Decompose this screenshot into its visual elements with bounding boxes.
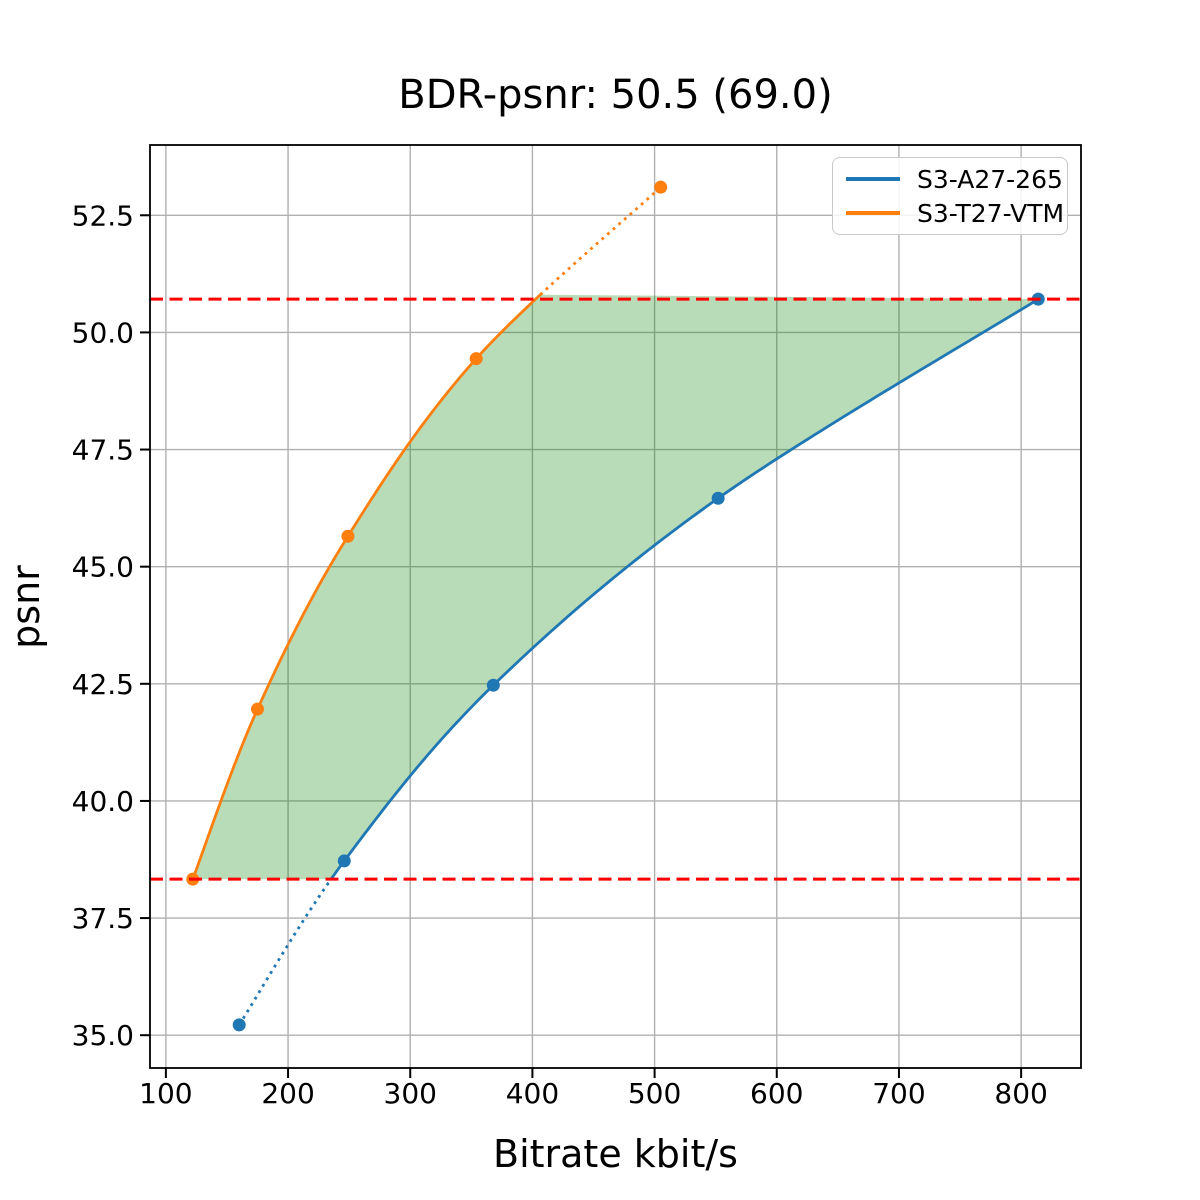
y-axis-label: psnr — [4, 565, 48, 649]
x-tick-label: 800 — [994, 1077, 1047, 1110]
data-point — [486, 678, 500, 692]
series-markers-S3-T27-VTM — [186, 180, 668, 886]
data-point — [469, 352, 483, 366]
y-tick-label: 45.0 — [72, 551, 134, 584]
plot-border — [149, 144, 1082, 1069]
legend-item: S3-A27-265 — [833, 165, 1067, 194]
data-point — [251, 702, 265, 716]
x-tick-label: 300 — [384, 1077, 437, 1110]
y-tick-label: 50.0 — [72, 316, 134, 349]
y-tick-label: 52.5 — [72, 199, 134, 232]
data-point — [711, 491, 725, 505]
x-axis-label: Bitrate kbit/s — [493, 1132, 738, 1176]
data-point — [654, 180, 668, 194]
x-axis: 100 200 300 400 500 600 700 800 — [139, 1068, 1048, 1110]
y-axis: 35.0 37.5 40.0 42.5 45.0 47.5 50.0 52.5 — [72, 199, 150, 1052]
legend: S3-A27-265 S3-T27-VTM — [832, 157, 1068, 235]
legend-line-sample-blue — [846, 177, 900, 181]
y-tick-label: 37.5 — [72, 902, 134, 935]
y-tick-label: 47.5 — [72, 434, 134, 467]
legend-item: S3-T27-VTM — [833, 199, 1067, 228]
x-tick-label: 100 — [139, 1077, 192, 1110]
legend-line-sample-orange — [846, 211, 900, 215]
x-tick-label: 500 — [628, 1077, 681, 1110]
x-tick-label: 700 — [872, 1077, 925, 1110]
legend-label: S3-T27-VTM — [917, 198, 1065, 228]
data-point — [337, 854, 351, 868]
data-point — [232, 1018, 246, 1032]
x-tick-label: 200 — [261, 1077, 314, 1110]
data-point — [341, 529, 355, 543]
chart-title: BDR-psnr: 50.5 (69.0) — [398, 72, 833, 118]
y-tick-label: 42.5 — [72, 668, 134, 701]
bd-fill-area — [192, 294, 1039, 880]
y-tick-label: 35.0 — [72, 1019, 134, 1052]
legend-label: S3-A27-265 — [917, 164, 1063, 194]
series-S3-A27-265 — [238, 297, 1039, 1026]
grid-lines — [150, 145, 1081, 1068]
series-S3-T27-VTM — [191, 186, 662, 880]
x-tick-label: 600 — [750, 1077, 803, 1110]
y-tick-label: 40.0 — [72, 785, 134, 818]
x-tick-label: 400 — [506, 1077, 559, 1110]
